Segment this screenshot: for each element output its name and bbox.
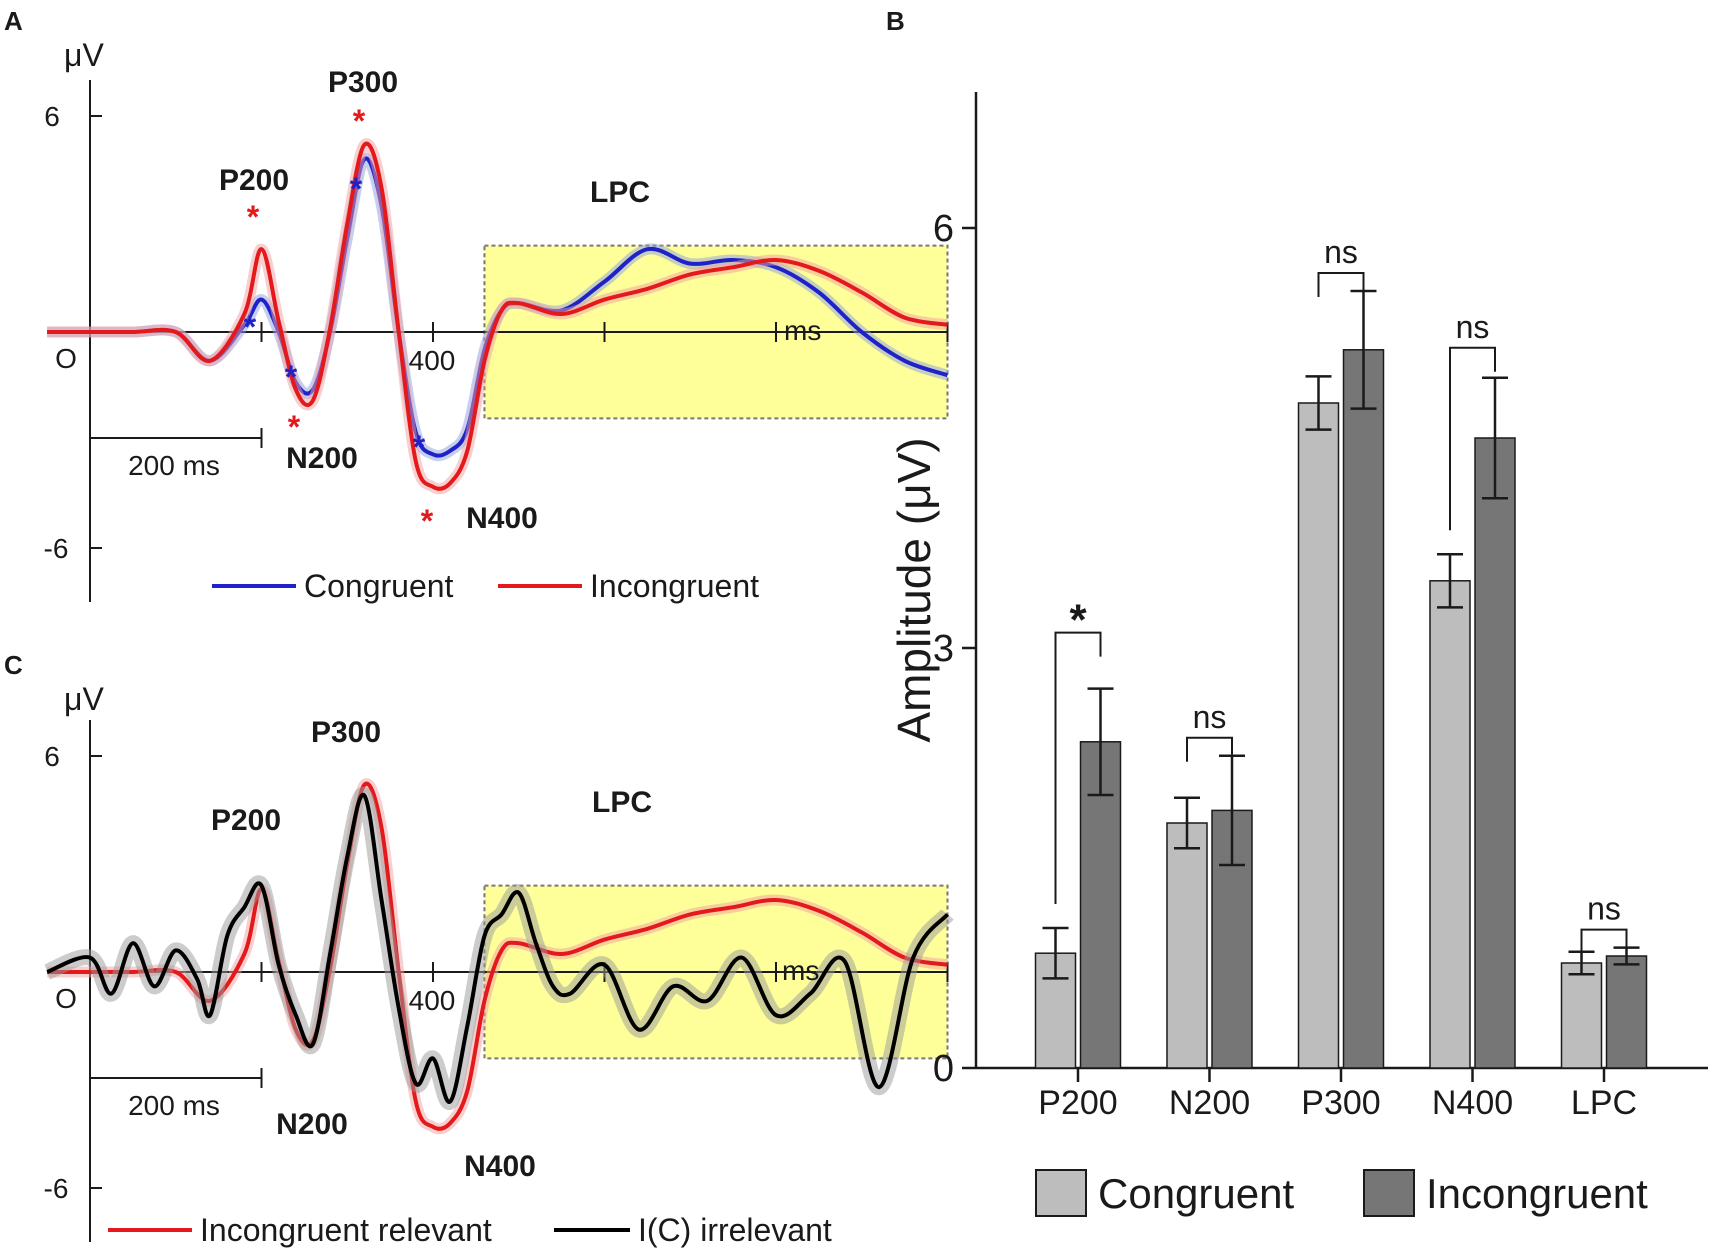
significance-bracket-p300 bbox=[1317, 272, 1365, 297]
panel-c-lpc-label: LPC bbox=[592, 786, 652, 819]
significance-label-p300: ns bbox=[1324, 234, 1358, 270]
panel-a-series bbox=[47, 138, 950, 495]
panel-b-bars: * ns ns ns ns bbox=[1034, 234, 1648, 1069]
legend-congruent: Congruent bbox=[304, 568, 454, 604]
panel-b-legend: Congruent Incongruent bbox=[1035, 1169, 1648, 1217]
legend-swatch-b-incongruent bbox=[1363, 1169, 1415, 1217]
bar-n400-incongruent bbox=[1474, 437, 1516, 1069]
significance-label-lpc: ns bbox=[1587, 891, 1621, 927]
panel-c-label: C bbox=[4, 650, 23, 680]
panel-c-ytick-neg6: -6 bbox=[44, 1173, 69, 1204]
asterisk-p200-congruent: * bbox=[244, 309, 257, 345]
significance-bracket-n200 bbox=[1186, 736, 1233, 762]
bar-n200-congruent bbox=[1166, 822, 1208, 1069]
legend-incongruent-relevant: Incongruent relevant bbox=[200, 1212, 492, 1248]
asterisk-n200-congruent: * bbox=[285, 359, 298, 395]
legend-b-congruent: Congruent bbox=[1098, 1170, 1294, 1217]
significance-bracket-n400 bbox=[1449, 346, 1496, 531]
b-category-label-n400: N400 bbox=[1432, 1084, 1513, 1122]
bar-lpc-congruent bbox=[1560, 962, 1603, 1069]
asterisk-n400-congruent: * bbox=[413, 429, 426, 465]
asterisk-p300-congruent: * bbox=[350, 171, 363, 207]
panel-a-origin: O bbox=[55, 343, 77, 374]
legend-b-incongruent: Incongruent bbox=[1426, 1170, 1648, 1217]
b-y-tick-label: 6 bbox=[933, 208, 954, 250]
panel-c-origin: O bbox=[55, 983, 77, 1014]
bar-p300-congruent bbox=[1297, 402, 1340, 1069]
asterisk-p300-incongruent: * bbox=[353, 103, 366, 139]
asterisk-n400-incongruent: * bbox=[421, 503, 434, 539]
panel-a-n400-label: N400 bbox=[466, 502, 538, 535]
panel-c-xtick-400: 400 bbox=[409, 985, 456, 1016]
legend-irrelevant: I(C) irrelevant bbox=[638, 1212, 832, 1248]
significance-label-p200: * bbox=[1069, 596, 1087, 645]
panel-a-ytick-neg6: -6 bbox=[44, 533, 69, 564]
panel-a-p300-label: P300 bbox=[328, 66, 398, 99]
panel-b-label: B bbox=[886, 6, 905, 36]
b-category-label-p200: P200 bbox=[1038, 1084, 1117, 1122]
series-line-i-c-irrelevant bbox=[46, 792, 950, 1104]
panel-a-scale-bar-label: 200 ms bbox=[128, 450, 220, 481]
panel-c: C μV 6 -6 O 400 ms 200 ms P200 P300 N200… bbox=[4, 650, 954, 1248]
panel-a-p200-label: P200 bbox=[219, 164, 289, 197]
panel-c-x-unit: ms bbox=[782, 955, 819, 986]
significance-label-n400: ns bbox=[1456, 309, 1490, 345]
panel-a-asterisks: * * * * * * * * bbox=[244, 103, 434, 539]
b-y-tick-label: 3 bbox=[933, 628, 954, 670]
panel-c-ytick-6: 6 bbox=[44, 741, 60, 772]
significance-bracket-lpc bbox=[1580, 928, 1628, 954]
panel-a-n200-label: N200 bbox=[286, 442, 358, 475]
panel-a: A μV 6 -6 O 400 ms 200 ms P200 P300 N200… bbox=[4, 6, 950, 604]
panel-b-y-axis-label: Amplitude (μV) bbox=[888, 437, 940, 742]
significance-label-n200: ns bbox=[1193, 699, 1227, 735]
legend-incongruent: Incongruent bbox=[590, 568, 759, 604]
asterisk-p200-incongruent: * bbox=[247, 199, 260, 235]
panel-a-x-unit: ms bbox=[784, 315, 821, 346]
panel-b-categories: P200 N200 P300 N400 LPC bbox=[1038, 1068, 1637, 1122]
panel-a-y-unit: μV bbox=[64, 37, 104, 73]
panel-c-p300-label: P300 bbox=[311, 716, 381, 749]
series-line-incongruent bbox=[47, 141, 948, 491]
asterisk-n200-incongruent: * bbox=[288, 409, 301, 445]
panel-a-xtick-400: 400 bbox=[409, 345, 456, 376]
b-category-label-n200: N200 bbox=[1169, 1084, 1250, 1122]
panel-c-n200-label: N200 bbox=[276, 1108, 348, 1141]
panel-b: B Amplitude (μV) * ns ns ns ns P200 N200 P300 N… bbox=[886, 6, 1708, 1217]
panel-c-p200-label: P200 bbox=[211, 804, 281, 837]
bar-n400-congruent bbox=[1429, 580, 1471, 1069]
panel-a-label: A bbox=[4, 6, 23, 36]
panel-c-n400-label: N400 bbox=[464, 1150, 536, 1183]
panel-c-scale-bar-label: 200 ms bbox=[128, 1090, 220, 1121]
b-category-label-p300: P300 bbox=[1301, 1084, 1380, 1122]
panel-c-y-unit: μV bbox=[64, 681, 104, 717]
panel-a-ytick-6: 6 bbox=[44, 101, 60, 132]
b-y-tick-label: 0 bbox=[933, 1048, 954, 1090]
panel-b-y-ticks: 0 3 6 bbox=[933, 208, 976, 1090]
panel-a-lpc-label: LPC bbox=[590, 176, 650, 209]
legend-swatch-b-congruent bbox=[1035, 1169, 1087, 1217]
significance-bracket-p200 bbox=[1054, 631, 1102, 904]
bar-p300-incongruent bbox=[1342, 349, 1385, 1069]
panel-c-legend: Incongruent relevant I(C) irrelevant bbox=[108, 1212, 832, 1248]
panel-a-legend: Congruent Incongruent bbox=[212, 568, 759, 604]
bar-lpc-incongruent bbox=[1605, 955, 1648, 1069]
b-category-label-lpc: LPC bbox=[1571, 1084, 1637, 1122]
panel-c-series bbox=[44, 778, 954, 1135]
